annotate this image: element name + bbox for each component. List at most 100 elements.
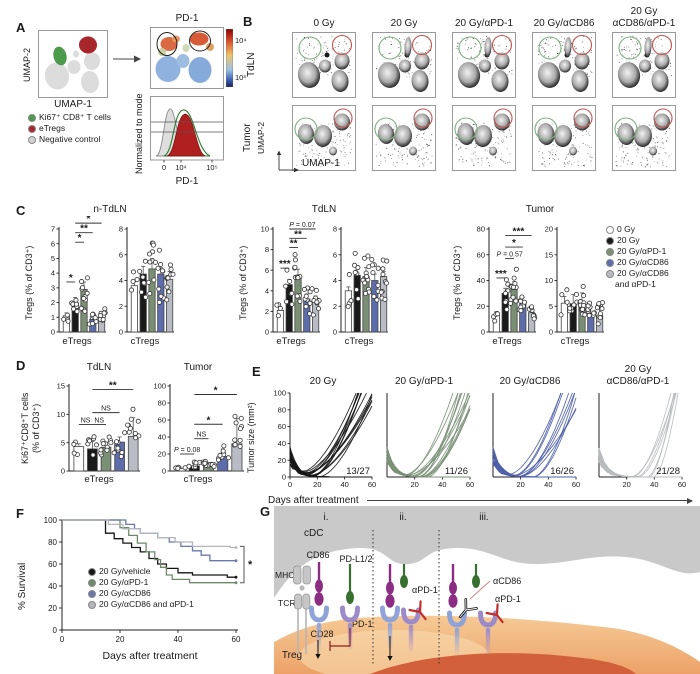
panel-e-title-1: 20 Gy xyxy=(309,376,337,387)
svg-text:100: 100 xyxy=(273,389,286,398)
svg-text:NS: NS xyxy=(101,406,111,413)
svg-text:20: 20 xyxy=(410,480,418,489)
legend-dot-icon xyxy=(28,136,36,144)
svg-text:60: 60 xyxy=(572,480,580,489)
svg-text:NS: NS xyxy=(81,418,91,425)
legend-item: 20 Gy/vehicle xyxy=(88,566,194,577)
legend-item: eTregs xyxy=(28,123,111,134)
panel-d-title-tdln: TdLN xyxy=(86,362,112,373)
panel-f-legend: 20 Gy/vehicle 20 Gy/αPD-1 20 Gy/αCD86 20 Gy… xyxy=(88,566,194,610)
svg-text:*: * xyxy=(78,233,82,244)
svg-text:6: 6 xyxy=(333,250,337,259)
section-iii-label: iii. xyxy=(479,512,488,523)
svg-text:20: 20 xyxy=(278,456,286,465)
svg-text:60: 60 xyxy=(158,416,166,425)
mhc2-label: MHC-II xyxy=(275,570,302,580)
panel-a-pd1-heatmap xyxy=(150,27,224,89)
panel-c-xlabel-3: eTregs xyxy=(276,336,306,347)
panel-b-umap-tdln-col4 xyxy=(612,32,676,98)
svg-text:NS: NS xyxy=(94,418,104,425)
panel-b-umap-tumor-col4 xyxy=(612,105,676,171)
panel-a-colorbar-bottom-tick: 10³ xyxy=(235,73,246,82)
panel-d-xlabel-1: eTregs xyxy=(84,474,114,485)
svg-text:20: 20 xyxy=(622,480,630,489)
cd28-label: CD28 xyxy=(310,629,333,639)
panel-e-arrow-icon xyxy=(366,497,694,504)
svg-text:0: 0 xyxy=(282,473,286,482)
panel-a-hist-xlabel: PD-1 xyxy=(175,176,199,187)
svg-text:5: 5 xyxy=(549,302,553,311)
panel-b-umap-tdln-col3 xyxy=(532,32,596,98)
receptor-shapes xyxy=(293,562,504,661)
svg-text:4: 4 xyxy=(119,276,123,285)
svg-text:2: 2 xyxy=(51,298,55,307)
svg-text:40: 40 xyxy=(650,480,658,489)
svg-text:0: 0 xyxy=(60,635,65,644)
panel-f-ylabel: % Survival xyxy=(17,562,28,610)
svg-text:***: *** xyxy=(513,226,525,237)
panel-d-ylabel-line1: Ki67⁺CD8⁺T cells xyxy=(20,392,30,464)
panel-g-schematic: i. ii. iii. cDC CD86 PD-L1/2 MHC-II TCR … xyxy=(274,506,700,674)
svg-text:*: * xyxy=(214,386,218,397)
svg-text:20: 20 xyxy=(48,604,57,613)
svg-text:*: * xyxy=(512,238,516,249)
pd1-label: PD-1 xyxy=(352,619,373,629)
panel-b-umap-tdln-col1 xyxy=(372,32,436,98)
legend-dot-icon xyxy=(606,226,614,234)
svg-text:80: 80 xyxy=(48,538,57,547)
panel-c-ylabel-3: Tregs (% of CD3⁺) xyxy=(452,245,462,321)
cd86-label: CD86 xyxy=(306,550,329,560)
svg-text:10: 10 xyxy=(545,276,553,285)
panel-a-umap-ylabel: UMAP-2 xyxy=(22,48,32,83)
svg-text:**: ** xyxy=(109,380,117,391)
svg-text:60: 60 xyxy=(466,480,474,489)
svg-text:0: 0 xyxy=(162,163,166,172)
svg-text:2: 2 xyxy=(119,302,123,311)
panel-c-xlabel-2: cTregs xyxy=(130,336,160,347)
legend-item: 20 Gy/αCD86 xyxy=(606,257,669,268)
svg-text:6: 6 xyxy=(51,239,55,248)
svg-text:6: 6 xyxy=(119,250,123,259)
panel-a-histogram: 0 10⁴ 10⁵ xyxy=(150,96,224,172)
svg-text:20: 20 xyxy=(477,302,485,311)
svg-text:***: *** xyxy=(279,259,291,270)
panel-a-hist-ylabel: Normalized to mode xyxy=(134,93,144,175)
legend-dot-icon xyxy=(606,248,614,256)
svg-text:7: 7 xyxy=(51,225,55,234)
legend-dot-icon xyxy=(606,237,614,245)
svg-text:P = 0.07: P = 0.07 xyxy=(289,222,315,229)
panel-b-axis-arrows-icon xyxy=(276,150,299,173)
panel-b-col-title-4a: 20 Gy xyxy=(630,6,658,17)
svg-text:40: 40 xyxy=(438,480,446,489)
panel-b-col-title-2: 20 Gy/αPD-1 xyxy=(454,18,514,29)
svg-text:*: * xyxy=(248,559,253,571)
svg-text:*: * xyxy=(207,415,211,426)
panel-e-xaxis-arrow: Days after treatment xyxy=(268,495,694,506)
panel-b-umap-tumor-col0 xyxy=(292,105,356,171)
panel-b-umap-tumor-col2 xyxy=(452,105,516,171)
panel-f-label: F xyxy=(16,506,24,521)
svg-text:0: 0 xyxy=(288,480,292,489)
svg-text:0: 0 xyxy=(549,328,553,336)
panel-b-row-label-tumor: Tumor xyxy=(242,123,253,153)
legend-item-line2: and αPD-1 xyxy=(615,279,656,289)
section-ii-label: ii. xyxy=(399,512,406,523)
svg-text:2: 2 xyxy=(333,302,337,311)
panel-c-tumor-ctregs-chart: 0 5 10 15 20 xyxy=(545,225,605,336)
panel-b-umap-tdln-col2 xyxy=(452,32,516,98)
legend-dot-icon xyxy=(88,601,96,609)
panel-e-title-3: 20 Gy/αCD86 xyxy=(499,376,561,387)
svg-text:0: 0 xyxy=(333,328,337,336)
svg-text:60: 60 xyxy=(477,250,485,259)
svg-text:*: * xyxy=(86,216,90,225)
panel-a-legend: Ki67⁺ CD8⁺ T cells eTregs Negative control xyxy=(28,112,111,145)
panel-d-ylabel-line2: (% of CD3⁺) xyxy=(31,403,41,453)
svg-text:11/26: 11/26 xyxy=(445,466,468,477)
svg-text:0: 0 xyxy=(51,328,55,336)
legend-item: 20 Gy/αCD86 xyxy=(606,268,669,279)
panel-b-umap-tdln-col0 xyxy=(292,32,356,98)
panel-c-ylabel-2: Tregs (% of CD3⁺) xyxy=(238,245,248,321)
panel-c-tdln-ctregs-chart: 0 2 4 6 8 xyxy=(333,225,390,336)
legend-item: 0 Gy xyxy=(606,224,669,235)
